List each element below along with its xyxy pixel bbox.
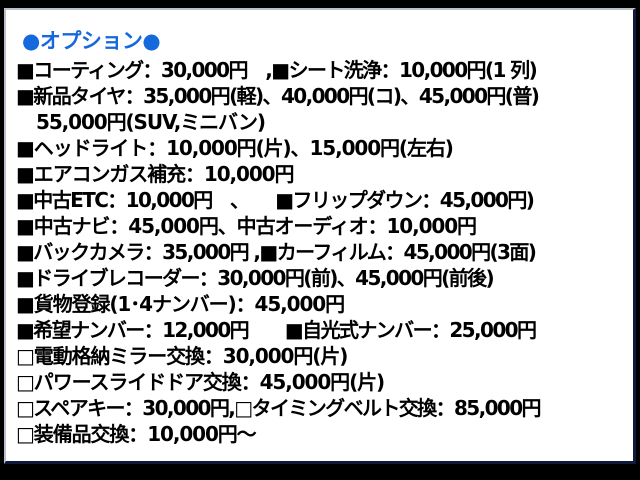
options-panel: ●オプション● ■コーティング：30,000円 ,■シート洗浄：10,000円(… [4,8,636,464]
list-item: 55,000円(SUV,ミニバン) [36,110,266,134]
list-item: ■コーティング：30,000円 ,■シート洗浄：10,000円(1 列) [16,58,538,82]
list-item: ■バックカメラ：35,000円 ,■カーフィルム：45,000円(3面) [16,240,537,264]
list-item: □スペアキー：30,000円,□タイミングベルト交換：85,000円 [16,396,542,420]
list-item: ■貨物登録(1･4ナンバー)：45,000円 [16,292,345,316]
list-item: □電動格納ミラー交換：30,000円(片) [16,344,348,368]
list-item: ■中古ナビ：45,000円、中古オーディオ：10,000円 [16,214,477,238]
list-item: ■ヘッドライト：10,000円(片)、15,000円(左右) [16,136,454,160]
list-item: □パワースライドドア交換：45,000円(片) [16,370,385,394]
list-item: ■ドライブレコーダー：30,000円(前)、45,000円(前後) [16,266,495,290]
list-item: ■中古ETC：10,000円 、 ■フリップダウン：45,000円) [16,188,535,212]
list-item: ■エアコンガス補充：10,000円 [16,162,294,186]
options-heading: ●オプション● [22,29,161,53]
list-item: ■新品タイヤ：35,000円(軽)、40,000円(コ)、45,000円(普) [16,84,540,108]
list-item: ■希望ナンバー：12,000円 ■自光式ナンバー：25,000円 [16,318,537,342]
list-item: □装備品交換：10,000円～ [16,422,257,446]
options-list: ■コーティング：30,000円 ,■シート洗浄：10,000円(1 列) ■新品… [16,57,629,447]
options-content: ●オプション● ■コーティング：30,000円 ,■シート洗浄：10,000円(… [6,10,633,461]
